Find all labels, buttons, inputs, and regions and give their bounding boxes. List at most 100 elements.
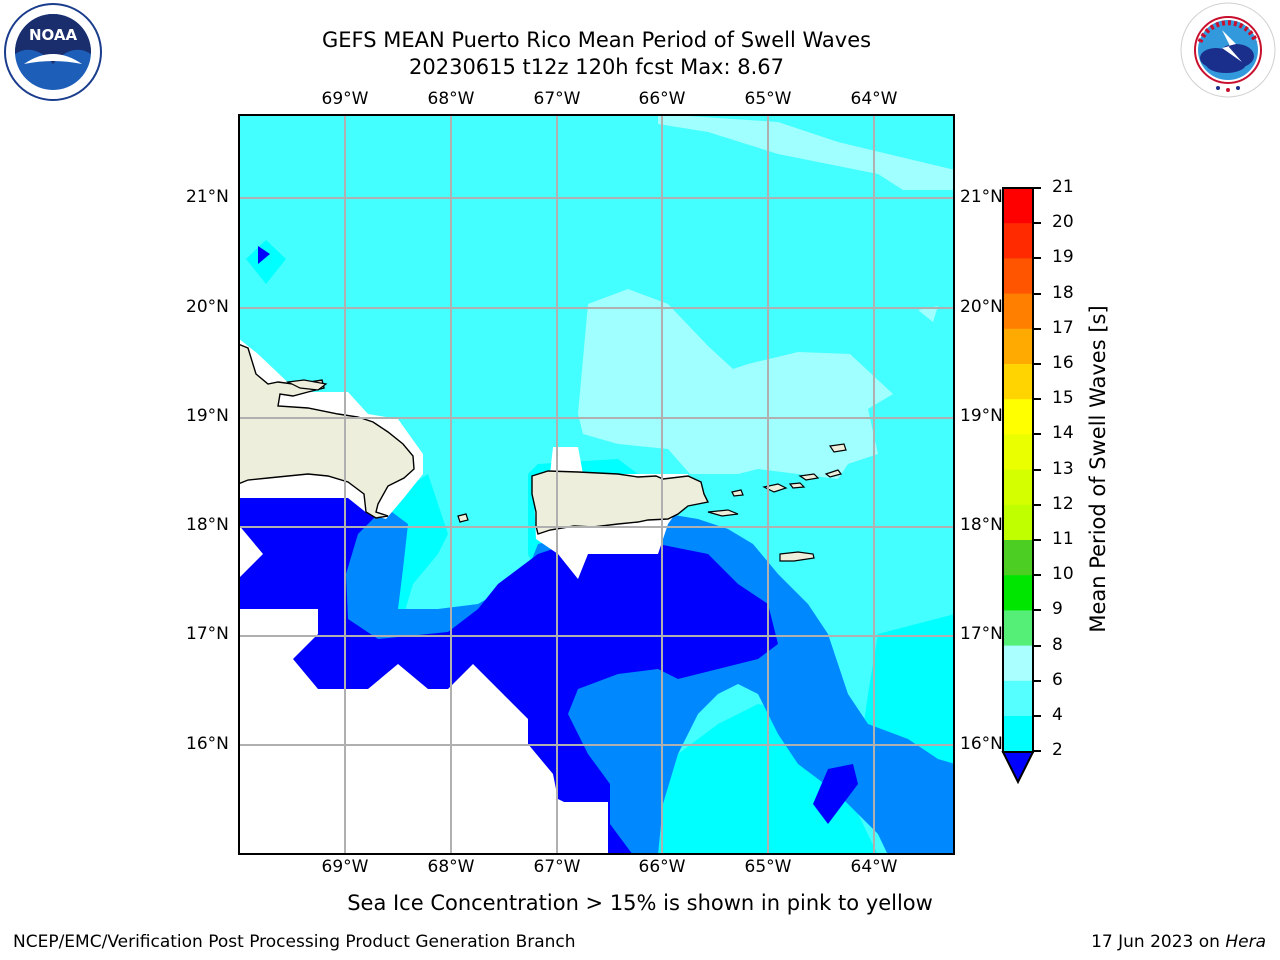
- footer-credit: NCEP/EMC/Verification Post Processing Pr…: [13, 932, 576, 952]
- colorbar-tick-label: 4: [1052, 705, 1063, 725]
- colorbar-tick-mark: [1033, 363, 1041, 365]
- lon-label-bottom: 67°W: [533, 857, 581, 877]
- no-data-area: [239, 609, 608, 854]
- colorbar-band: [1003, 504, 1033, 541]
- swell-under-2s-area: [258, 246, 270, 264]
- colorbar-tick-mark: [1033, 609, 1041, 612]
- nws-logo-icon: [1180, 2, 1276, 98]
- lat-label-right: 18°N: [960, 515, 1003, 535]
- colorbar: [1001, 187, 1035, 785]
- colorbar-band: [1003, 223, 1033, 259]
- colorbar-band: [1003, 399, 1033, 435]
- colorbar-label: Mean Period of Swell Waves [s]: [1086, 305, 1110, 633]
- colorbar-extend-arrow: [1001, 751, 1035, 785]
- lat-label-right: 17°N: [960, 624, 1003, 644]
- map-title: GEFS MEAN Puerto Rico Mean Period of Swe…: [321, 28, 872, 52]
- no-data-area: [558, 802, 608, 854]
- colorbar-tick-label: 10: [1052, 564, 1074, 585]
- lon-label-top: 64°W: [850, 89, 898, 109]
- swell-8-9s-area: [658, 115, 954, 190]
- colorbar-tick-mark: [1033, 715, 1041, 717]
- lat-label-right: 20°N: [960, 297, 1003, 317]
- colorbar-band: [1003, 469, 1033, 506]
- colorbar-tick-label: 19: [1052, 247, 1074, 268]
- colorbar-band: [1003, 188, 1033, 224]
- colorbar-band: [1003, 575, 1033, 611]
- colorbar-tick-label: 11: [1052, 529, 1074, 549]
- colorbar-tick-mark: [1033, 539, 1041, 541]
- land-mona-island: [457, 513, 469, 523]
- lat-label-left: 16°N: [186, 734, 229, 754]
- colorbar-tick-mark: [1033, 644, 1041, 647]
- colorbar-band: [1003, 540, 1033, 576]
- colorbar-band: [1003, 293, 1033, 330]
- colorbar-tick-label: 8: [1052, 634, 1063, 655]
- colorbar-tick-mark: [1033, 468, 1041, 471]
- colorbar-tick-label: 14: [1052, 423, 1074, 444]
- lat-label-left: 17°N: [186, 624, 229, 644]
- land-st-thomas: [762, 483, 788, 493]
- land-tortola: [798, 473, 820, 481]
- colorbar-tick-label: 9: [1052, 599, 1063, 620]
- footer-host: Hera: [1225, 932, 1266, 952]
- colorbar-band: [1003, 645, 1033, 682]
- lat-label-right: 19°N: [960, 406, 1003, 426]
- lon-label-bottom: 65°W: [744, 857, 792, 877]
- swell-8-9s-area: [918, 306, 938, 322]
- land-anegada: [828, 443, 847, 453]
- land-dr-north-islet: [285, 379, 328, 391]
- colorbar-tick-mark: [1033, 503, 1041, 506]
- colorbar-band: [1003, 328, 1033, 365]
- lon-label-bottom: 64°W: [850, 857, 898, 877]
- colorbar-tick-mark: [1033, 292, 1041, 295]
- colorbar-band: [1003, 258, 1033, 295]
- land-vieques: [707, 509, 739, 517]
- land-puerto-rico: [531, 470, 710, 535]
- colorbar-tick-mark: [1033, 750, 1041, 753]
- lon-label-bottom: 69°W: [321, 857, 369, 877]
- lon-label-bottom: 66°W: [638, 857, 686, 877]
- colorbar-tick-mark: [1033, 257, 1041, 260]
- swell-8-9s-area: [578, 289, 893, 479]
- land-culebra: [731, 489, 744, 497]
- colorbar-tick-mark: [1033, 327, 1041, 330]
- map-frame: [238, 114, 955, 855]
- lon-label-top: 69°W: [321, 89, 369, 109]
- colorbar-band: [1003, 716, 1033, 752]
- land-st-john: [788, 482, 806, 489]
- colorbar-tick-mark: [1033, 222, 1041, 225]
- footer-date: 17 Jun 2023 on Hera: [1091, 932, 1266, 952]
- sea-ice-caption: Sea Ice Concentration > 15% is shown in …: [347, 891, 933, 915]
- lon-label-top: 68°W: [427, 89, 475, 109]
- colorbar-band: [1003, 364, 1033, 400]
- noaa-logo-icon: NOAA: [4, 3, 102, 101]
- colorbar-tick-label: 13: [1052, 458, 1074, 479]
- lat-label-right: 16°N: [960, 734, 1003, 754]
- colorbar-band: [1003, 680, 1033, 717]
- lon-label-bottom: 68°W: [427, 857, 475, 877]
- land-st-croix: [779, 551, 815, 562]
- land-virgin-gorda: [824, 469, 843, 478]
- colorbar-tick-mark: [1033, 187, 1041, 189]
- noaa-logo-text: NOAA: [29, 26, 78, 44]
- colorbar-tick-label: 16: [1052, 353, 1074, 373]
- lon-label-top: 65°W: [744, 89, 792, 109]
- colorbar-tick-mark: [1033, 398, 1041, 401]
- lat-label-left: 20°N: [186, 297, 229, 317]
- colorbar-tick-label: 17: [1052, 317, 1074, 338]
- colorbar-tick-mark: [1033, 679, 1041, 682]
- colorbar-band: [1003, 610, 1033, 647]
- lat-label-right: 21°N: [960, 187, 1003, 207]
- lat-label-left: 21°N: [186, 187, 229, 207]
- lat-label-left: 18°N: [186, 515, 229, 535]
- colorbar-tick-label: 21: [1052, 177, 1074, 197]
- no-data-area: [239, 525, 263, 578]
- colorbar-tick-label: 2: [1052, 740, 1063, 761]
- colorbar-tick-label: 20: [1052, 212, 1074, 233]
- colorbar-tick-mark: [1033, 574, 1041, 577]
- lon-label-top: 66°W: [638, 89, 686, 109]
- lon-label-top: 67°W: [533, 89, 581, 109]
- map-panel: [238, 114, 955, 855]
- colorbar-tick-label: 6: [1052, 669, 1063, 690]
- colorbar-tick-label: 12: [1052, 493, 1074, 514]
